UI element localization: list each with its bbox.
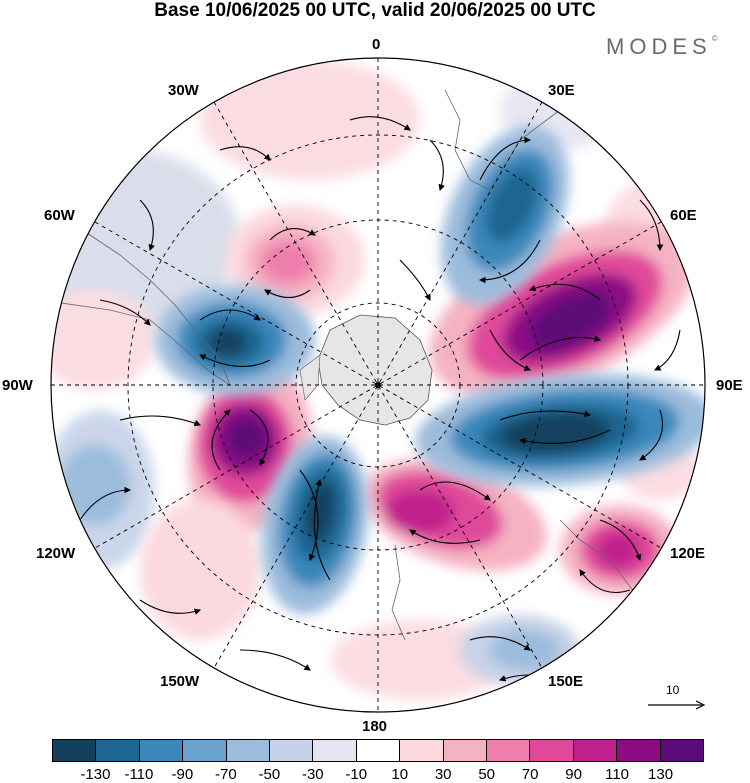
colorbar-tick-label: 130 [648,766,674,783]
colorbar-segment [487,740,531,761]
lon-label-0: 0 [372,36,381,53]
antarctica-landmass [317,314,433,426]
lon-label-60e: 60E [670,207,697,224]
colorbar-segment [617,740,661,761]
colorbar-tick-label: -70 [215,766,237,783]
colorbar-segment [313,740,357,761]
colorbar-segment [530,740,574,761]
anomaly-field [51,58,705,712]
lon-label-90w: 90W [2,377,33,394]
colorbar-tick-label: -110 [124,766,154,783]
colorbar-tick-label: -90 [171,766,194,783]
colorbar-segment [660,740,704,761]
colorbar-segment [573,740,618,761]
colorbar-tick-label: -50 [258,766,281,783]
colorbar-segment [356,740,401,761]
lon-label-30e: 30E [548,82,575,99]
colorbar-tick-label: 90 [565,766,582,783]
colorbar-tick-label: 70 [521,766,539,783]
brand-text: MODES [606,34,712,59]
colorbar-tick-label: -30 [301,766,324,783]
lon-label-120e: 120E [670,545,706,562]
modes-logo: MODES© [606,34,718,60]
lon-label-90e: 90E [716,377,743,394]
reference-vector-label: 10 [666,683,680,697]
lon-label-180: 180 [362,718,388,735]
colorbar-segment [96,740,140,761]
polar-map [50,57,706,713]
colorbar-segment [443,740,488,761]
colorbar-segment [226,740,271,761]
lon-label-150w: 150W [160,673,200,690]
colorbar-segment [400,740,444,761]
colorbar-tick-label: 50 [478,766,495,783]
brand-mark: © [711,34,718,43]
colorbar-segment [53,740,97,761]
colorbar [52,739,704,762]
lon-label-60w: 60W [44,207,75,224]
colorbar-tick-label: 10 [391,766,409,783]
colorbar-segment [139,740,184,761]
colorbar-segment [270,740,314,761]
lon-label-120w: 120W [36,545,76,562]
reference-vector-arrow [648,700,706,710]
lon-label-150e: 150E [548,673,584,690]
map-title: Base 10/06/2025 00 UTC, valid 20/06/2025… [154,0,596,21]
colorbar-tick-label: -10 [345,766,368,783]
colorbar-segment [183,740,227,761]
lon-label-30w: 30W [168,82,199,99]
colorbar-tick-label: 30 [434,766,452,783]
colorbar-tick-label: -130 [80,766,111,783]
colorbar-tick-label: 110 [605,766,630,783]
